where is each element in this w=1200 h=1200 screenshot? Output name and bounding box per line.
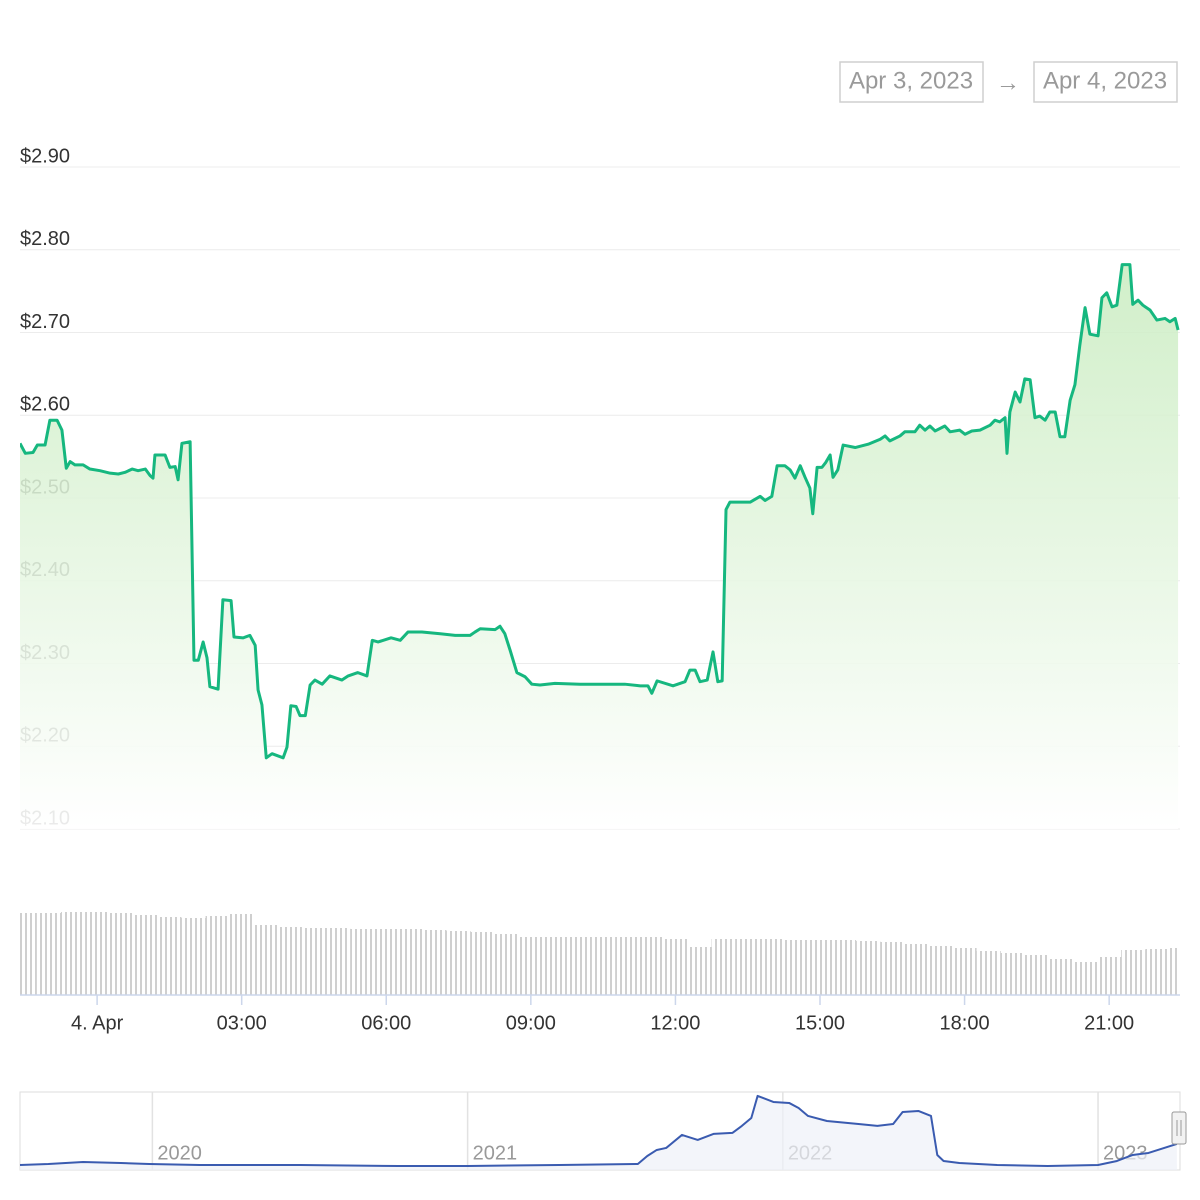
y-tick-label: $2.80	[20, 228, 70, 250]
volume-bar	[807, 940, 833, 995]
volume-bar	[1145, 949, 1170, 995]
x-axis: 4. Apr 03:00 06:00 09:00 12:00 15:00 18:00 21:0…	[71, 995, 1134, 1034]
volume-bar	[350, 929, 375, 995]
navigator-tick-label: 2021	[473, 1142, 518, 1164]
volume-bar	[133, 915, 158, 995]
volume-bar	[1000, 953, 1025, 995]
x-tick-label: 21:00	[1084, 1012, 1134, 1034]
volume-bar	[494, 934, 519, 995]
navigator-tick-label: 2020	[157, 1142, 202, 1164]
volume-bar	[1048, 959, 1074, 995]
volume-bar	[326, 928, 351, 995]
x-tick-label: 18:00	[940, 1012, 990, 1034]
volume-bar	[783, 940, 808, 995]
volume-bar	[85, 912, 110, 995]
volume-bar	[253, 925, 278, 995]
x-tick-label: 15:00	[795, 1012, 845, 1034]
volume-bar	[591, 937, 616, 995]
volume-bar	[663, 939, 688, 995]
volume-bar	[952, 948, 977, 995]
navigator-area	[20, 1095, 1177, 1170]
date-from[interactable]: Apr 3, 2023	[849, 67, 973, 94]
price-plot	[20, 263, 1180, 829]
x-tick-label: 12:00	[650, 1012, 700, 1034]
volume-bar	[518, 937, 543, 995]
volume-bar	[542, 937, 567, 995]
y-tick-label: $2.90	[20, 145, 70, 167]
date-to-box[interactable]	[1033, 61, 1178, 103]
range-separator: →	[996, 69, 1020, 96]
volume-bar	[639, 937, 664, 995]
volume-bar	[1024, 955, 1049, 995]
volume-bar	[422, 930, 447, 995]
date-to[interactable]: Apr 4, 2023	[1043, 67, 1167, 94]
x-tick-label: 4. Apr	[71, 1012, 124, 1034]
volume-bar	[470, 932, 495, 995]
navigator[interactable]: 2020202120222023	[19, 1092, 1178, 1170]
x-tick-label: 03:00	[217, 1012, 267, 1034]
volume-bar	[205, 916, 230, 995]
volume-bar	[759, 939, 784, 995]
volume-bar	[880, 942, 905, 995]
x-tick-label: 09:00	[506, 1012, 556, 1034]
volume-bar	[711, 939, 736, 995]
volume-bar	[277, 927, 302, 995]
volume-bar	[1097, 957, 1122, 995]
volume-bar	[904, 944, 929, 995]
volume-bar	[181, 918, 206, 995]
navigator-line	[19, 1094, 1178, 1167]
price-line	[20, 263, 1180, 760]
volume-bar	[229, 914, 254, 995]
date-from-box[interactable]	[839, 61, 984, 103]
volume-bar	[687, 947, 712, 995]
volume-bar	[856, 941, 881, 995]
volume-bar	[1121, 950, 1146, 995]
volume-bar	[832, 940, 857, 995]
volume-bar	[36, 913, 61, 995]
volume-bar	[20, 913, 37, 995]
volume-bar	[301, 928, 327, 995]
price-area	[20, 264, 1179, 829]
volume-bar	[60, 912, 86, 995]
volume-bar	[374, 929, 399, 995]
volume-bar	[1073, 962, 1098, 995]
y-tick-label: $2.60	[20, 394, 70, 416]
volume-bar	[976, 951, 1001, 995]
x-tick-label: 06:00	[361, 1012, 411, 1034]
volume-bar	[109, 913, 134, 995]
volume-bar	[398, 929, 423, 995]
volume-bar	[615, 937, 640, 995]
volume-bar	[928, 946, 953, 995]
volume-bar	[566, 937, 592, 995]
volume-bar	[446, 931, 471, 995]
volume-bar	[1169, 948, 1180, 995]
volume-bars	[20, 912, 1180, 995]
navigator-handle[interactable]	[1171, 1111, 1187, 1145]
volume-bar	[157, 917, 182, 995]
y-tick-label: $2.70	[20, 311, 70, 333]
volume-bar	[735, 939, 760, 995]
